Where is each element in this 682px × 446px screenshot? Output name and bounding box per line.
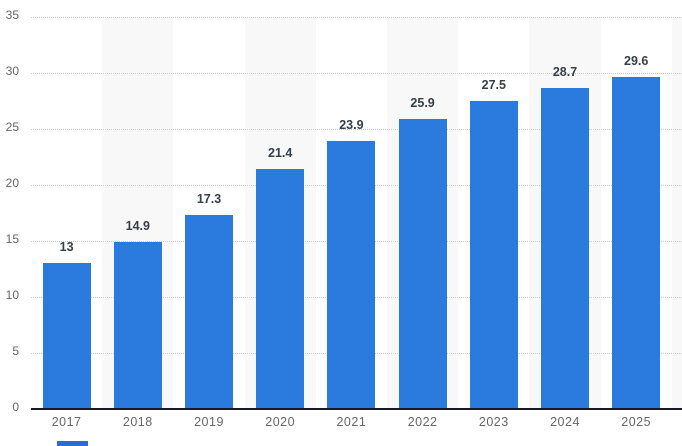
- bar-2024[interactable]: [541, 87, 589, 409]
- bar-2025[interactable]: [612, 77, 661, 409]
- x-axis-tick-label: 2018: [122, 415, 153, 429]
- x-axis-tick-label: 2020: [265, 415, 296, 429]
- x-axis-tick-label: 2019: [194, 415, 224, 429]
- y-axis-tick-label: 25: [5, 120, 19, 134]
- bar-value-label: 17.3: [196, 192, 222, 207]
- gridline: [31, 17, 682, 18]
- gridline: [31, 129, 682, 130]
- x-axis-line: [31, 408, 682, 410]
- x-axis-tick-label: 2025: [621, 415, 652, 429]
- x-axis-tick-label: 2024: [550, 415, 580, 429]
- bar-2019[interactable]: [185, 215, 233, 409]
- bar-value-label: 29.6: [624, 54, 649, 69]
- column-band: [671, 17, 682, 409]
- bar-value-label: 27.5: [481, 78, 506, 92]
- y-axis-tick-label: 5: [12, 344, 19, 358]
- bar-2017[interactable]: [42, 263, 91, 409]
- bar-2018[interactable]: [113, 242, 162, 409]
- x-axis-tick-label: 2023: [478, 415, 509, 429]
- x-axis-tick-label: 2017: [51, 415, 82, 429]
- x-axis-tick-label: 2021: [336, 415, 367, 429]
- bar-2021[interactable]: [327, 141, 376, 409]
- bar-value-label: 21.4: [268, 146, 293, 161]
- bar-value-label: 23.9: [339, 118, 364, 133]
- y-axis-tick-label: 20: [5, 176, 19, 190]
- x-axis-tick-label: 2022: [407, 415, 438, 429]
- bar-2022[interactable]: [398, 118, 447, 409]
- gridline: [31, 73, 682, 74]
- y-axis-tick-label: 15: [5, 232, 19, 246]
- y-axis-tick-label: 0: [12, 400, 19, 414]
- cropped-bottom-element: [57, 441, 88, 446]
- y-axis-tick-label: 35: [5, 8, 19, 22]
- bar-value-label: 28.7: [552, 64, 578, 79]
- bar-2023[interactable]: [469, 101, 518, 409]
- bar-value-label: 13: [59, 240, 74, 255]
- bar-value-label: 25.9: [410, 95, 435, 110]
- y-axis-tick-label: 10: [5, 288, 19, 302]
- y-axis-tick-label: 30: [5, 64, 19, 78]
- bar-value-label: 14.9: [125, 219, 150, 234]
- bar-2020[interactable]: [256, 169, 305, 409]
